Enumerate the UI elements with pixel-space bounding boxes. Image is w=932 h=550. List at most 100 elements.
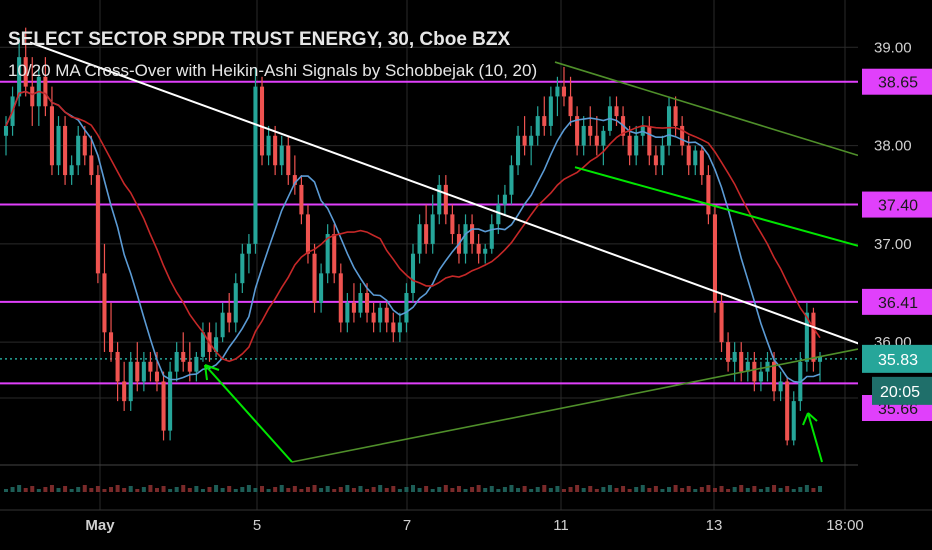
volume-bar <box>732 487 737 492</box>
volume-bar <box>450 488 455 492</box>
volume-bar <box>187 488 192 492</box>
candle-body <box>588 125 593 136</box>
volume-bar <box>575 485 580 492</box>
time-tick-label: 13 <box>706 517 723 534</box>
candle-body <box>108 332 114 352</box>
volume-bar <box>607 485 612 492</box>
level-label: 35.66 <box>878 401 918 418</box>
candle-body <box>351 302 356 313</box>
candle-body <box>732 351 737 362</box>
candle-body <box>430 214 435 244</box>
volume-bar <box>233 489 238 492</box>
candle-body <box>726 342 731 362</box>
volume-bar <box>745 488 750 492</box>
candle-body <box>686 145 691 166</box>
volume-bar <box>135 489 140 492</box>
volume-bar <box>214 485 219 492</box>
candle-body <box>161 381 166 431</box>
last-price-label: 35.83 <box>878 352 918 369</box>
candle-body <box>634 135 639 156</box>
volume-bar <box>535 487 540 492</box>
candle-body <box>680 125 685 146</box>
volume-bar <box>82 485 87 492</box>
volume-bar <box>365 489 370 492</box>
volume-bar <box>476 485 481 492</box>
candle-body <box>561 86 567 97</box>
volume-bar <box>4 489 8 492</box>
volume-bar <box>200 489 205 492</box>
level-label-box <box>862 288 932 315</box>
volume-bar <box>627 489 632 492</box>
candle-body <box>128 361 133 402</box>
candle-body <box>89 155 94 176</box>
volume-bar <box>470 487 475 492</box>
candle-body <box>397 322 402 333</box>
volume-bar <box>765 487 770 492</box>
candle-body <box>227 312 232 323</box>
volume-bar <box>273 487 278 492</box>
candle-body <box>706 175 711 215</box>
volume-bar <box>49 485 54 492</box>
candles[interactable] <box>3 27 823 446</box>
candle-body <box>443 184 448 215</box>
volume-bar <box>522 486 527 492</box>
candle-body <box>365 293 370 313</box>
volume-bar <box>673 485 678 492</box>
volume-bar <box>516 488 521 492</box>
candle-body <box>404 293 409 323</box>
volume-bar <box>772 485 777 492</box>
candle-body <box>772 361 777 392</box>
volume-bar <box>181 485 186 492</box>
candle-body <box>233 283 238 323</box>
volume-bar <box>548 488 553 492</box>
volume-bar <box>706 485 711 492</box>
volume-bar <box>614 488 619 492</box>
candle-body <box>548 96 553 126</box>
level-label-box <box>862 68 932 95</box>
volume-bar <box>174 487 179 492</box>
volume-bar <box>647 488 652 492</box>
candle-body <box>785 381 790 441</box>
price-tick-label: 38.00 <box>874 138 912 155</box>
volume-bar <box>253 488 258 492</box>
candle-body <box>246 243 251 254</box>
candle-body <box>804 312 809 362</box>
volume-bar <box>621 486 626 492</box>
candle-body <box>305 214 311 254</box>
volume-bar <box>667 487 672 492</box>
volume-bar <box>76 487 81 492</box>
candle-body <box>240 253 245 284</box>
time-axis[interactable]: May 5 7 11 13 18:00 <box>0 509 932 534</box>
candle-body <box>259 86 265 156</box>
volume-bar <box>207 487 212 492</box>
volume-bar <box>489 486 494 492</box>
candle-body <box>292 175 297 185</box>
volume-bar <box>161 486 166 492</box>
time-tick-label: 11 <box>553 517 569 534</box>
volume-bar <box>785 486 790 492</box>
candle-body <box>279 145 284 166</box>
volume-bar <box>811 488 816 492</box>
volume-bar <box>141 487 146 492</box>
volume-bar <box>555 486 560 492</box>
candle-body <box>739 351 744 372</box>
candle-body <box>49 106 54 166</box>
chart-title: SELECT SECTOR SPDR TRUST ENERGY, 30, Cbo… <box>8 29 511 50</box>
volume-bar <box>319 488 324 492</box>
volume-bar <box>292 486 297 492</box>
volume-bar <box>227 486 232 492</box>
volume-bar <box>634 487 639 492</box>
volume-bar <box>463 489 468 492</box>
candle-body <box>417 224 422 254</box>
candle-body <box>666 106 672 146</box>
indicator-title: 10/20 MA Cross-Over with Heikin-Ashi Sig… <box>8 61 537 80</box>
volume-bar <box>109 487 114 492</box>
level-label: 38.65 <box>878 75 918 92</box>
volume-bar <box>279 485 284 492</box>
arrow-head <box>204 364 208 381</box>
candle-body <box>266 135 271 156</box>
candle-body <box>253 86 258 244</box>
volume-bar <box>312 485 317 492</box>
volume-bar <box>588 486 593 492</box>
